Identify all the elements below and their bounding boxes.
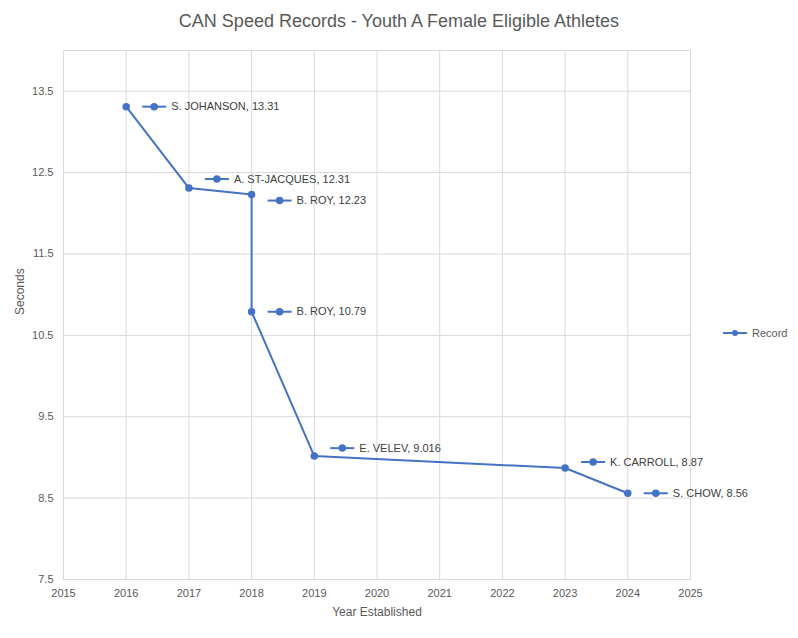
svg-text:2025: 2025: [678, 587, 702, 599]
svg-text:S. JOHANSON, 13.31: S. JOHANSON, 13.31: [171, 100, 279, 112]
svg-text:K. CARROLL, 8.87: K. CARROLL, 8.87: [610, 456, 703, 468]
svg-text:2015: 2015: [51, 587, 75, 599]
svg-text:2022: 2022: [490, 587, 514, 599]
html-text:Record: Record: [752, 327, 788, 339]
svg-text:2019: 2019: [302, 587, 326, 599]
svg-text:2023: 2023: [553, 587, 577, 599]
svg-text:11.5: 11.5: [33, 247, 54, 259]
svg-text:7.5: 7.5: [38, 573, 53, 585]
svg-text:13.5: 13.5: [32, 85, 53, 97]
svg-text:B. ROY, 10.79: B. ROY, 10.79: [297, 305, 367, 317]
svg-text:E. VELEV, 9.016: E. VELEV, 9.016: [359, 442, 441, 454]
svg-text:2020: 2020: [365, 587, 389, 599]
svg-text:Seconds: Seconds: [13, 268, 27, 315]
svg-text:2021: 2021: [427, 587, 451, 599]
html-text:CAN Speed Records - Youth A Fe: CAN Speed Records - Youth A Female Eligi…: [178, 11, 620, 31]
svg-text:2017: 2017: [177, 587, 201, 599]
svg-text:S. CHOW, 8.56: S. CHOW, 8.56: [673, 487, 748, 499]
svg-text:B. ROY, 12.23: B. ROY, 12.23: [297, 194, 367, 206]
svg-text:2024: 2024: [616, 587, 640, 599]
svg-text:Year Established: Year Established: [332, 605, 422, 619]
svg-text:2018: 2018: [239, 587, 263, 599]
svg-text:A. ST-JACQUES, 12.31: A. ST-JACQUES, 12.31: [234, 173, 350, 185]
svg-text:9.5: 9.5: [38, 410, 53, 422]
svg-text:2016: 2016: [114, 587, 138, 599]
svg-text:12.5: 12.5: [32, 166, 53, 178]
svg-text:10.5: 10.5: [32, 329, 53, 341]
svg-text:8.5: 8.5: [38, 492, 53, 504]
